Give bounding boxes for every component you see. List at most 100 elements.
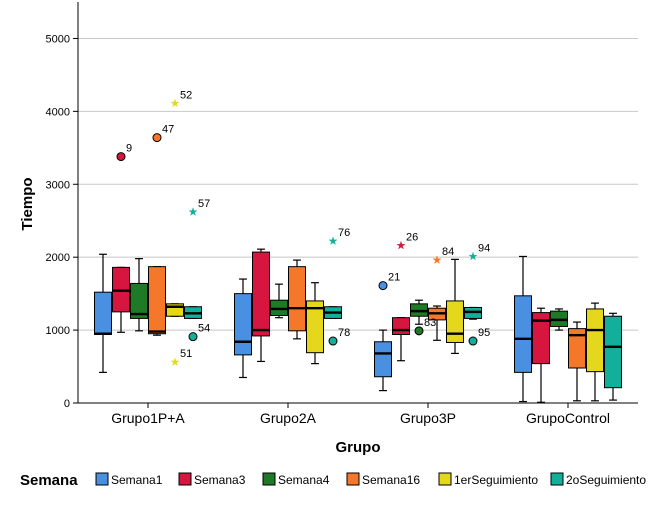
box-2oSeguimiento-Grupo2A: [324, 306, 342, 320]
legend-swatch: [438, 472, 452, 486]
box-iqr: [568, 328, 586, 369]
outlier-78: 78: [328, 327, 350, 346]
box-iqr: [94, 291, 112, 335]
box-1erSeguimiento-GrupoControl: [586, 302, 604, 402]
box-Semana1-Grupo3P: [374, 329, 392, 392]
box-iqr: [234, 293, 252, 356]
box-2oSeguimiento-GrupoControl: [604, 312, 622, 401]
legend-item-2oSeguimiento: 2oSeguimiento: [550, 472, 646, 487]
legend-swatch: [178, 472, 192, 486]
y-tick-label: 4000: [46, 106, 70, 118]
outlier-9: 9: [116, 143, 132, 162]
box-iqr: [514, 295, 532, 373]
box-Semana16-Grupo2A: [288, 259, 306, 340]
box-Semana16-Grupo3P: [428, 305, 446, 341]
outlier-circle-marker: [188, 332, 198, 342]
box-Semana1-GrupoControl: [514, 255, 532, 403]
box-Semana4-Grupo1P+A: [130, 258, 148, 332]
outlier-label: 26: [406, 232, 418, 244]
outlier-label: 57: [198, 198, 210, 210]
legend: Semana Semana1 Semana3 Semana4 Semana16 1erS…: [20, 472, 646, 489]
box-Semana3-Grupo3P: [392, 317, 410, 362]
outlier-star-marker: [328, 236, 338, 246]
box-iqr: [586, 308, 604, 373]
box-Semana16-Grupo1P+A: [148, 266, 166, 336]
outlier-54: 54: [188, 323, 210, 342]
outlier-83: 83: [414, 317, 436, 336]
legend-swatch: [262, 472, 276, 486]
box-1erSeguimiento-Grupo3P: [446, 258, 464, 355]
box-groups: [94, 248, 622, 403]
box-2oSeguimiento-Grupo1P+A: [184, 306, 202, 320]
outlier-star-marker: [432, 255, 442, 265]
outlier-star-marker: [468, 251, 478, 261]
outlier-label: 78: [338, 327, 350, 339]
box-Semana4-GrupoControl: [550, 308, 568, 331]
legend-item-Semana1: Semana1: [95, 472, 163, 487]
legend-label: 2oSeguimiento: [566, 473, 646, 487]
x-tick-label: Grupo2A: [260, 410, 317, 426]
box-2oSeguimiento-Grupo3P: [464, 306, 482, 320]
box-Semana3-Grupo2A: [252, 248, 270, 363]
outlier-label: 76: [338, 227, 350, 239]
outlier-76: 76: [328, 227, 350, 246]
outlier-47: 47: [152, 124, 174, 143]
outlier-circle-marker: [414, 326, 424, 336]
legend-item-Semana3: Semana3: [178, 472, 246, 487]
legend-item-Semana4: Semana4: [262, 472, 330, 487]
outlier-label: 83: [424, 317, 436, 329]
box-1erSeguimiento-Grupo2A: [306, 282, 324, 365]
legend-label: Semana3: [194, 473, 246, 487]
x-tick-label: Grupo3P: [400, 410, 456, 426]
outlier-label: 95: [478, 327, 490, 339]
legend-label: Semana4: [278, 473, 330, 487]
legend-label: Semana16: [362, 473, 420, 487]
box-Semana3-Grupo1P+A: [112, 266, 130, 333]
legend-label: Semana1: [111, 473, 163, 487]
outlier-star-marker: [170, 98, 180, 108]
y-tick-label: 1000: [46, 325, 70, 337]
outlier-points: 9 47 52 51 57 54 76 78 21 26 83 84 94 95: [116, 89, 490, 367]
x-tick-label: GrupoControl: [526, 410, 610, 426]
box-iqr: [288, 266, 306, 332]
legend-swatch: [550, 472, 564, 486]
outlier-label: 47: [162, 124, 174, 136]
outlier-label: 21: [388, 272, 400, 284]
box-iqr: [148, 266, 166, 335]
outlier-94: 94: [468, 242, 490, 261]
outlier-circle-marker: [328, 336, 338, 346]
box-Semana3-GrupoControl: [532, 307, 550, 403]
box-iqr: [306, 300, 324, 354]
box-Semana1-Grupo1P+A: [94, 253, 112, 373]
box-iqr: [392, 317, 410, 335]
legend-title: Semana: [20, 472, 78, 489]
box-iqr: [532, 312, 550, 365]
box-iqr: [446, 300, 464, 343]
legend-item-Semana16: Semana16: [346, 472, 420, 487]
box-Semana16-GrupoControl: [568, 321, 586, 402]
legend-item-1erSeguimiento: 1erSeguimiento: [438, 472, 538, 487]
outlier-52: 52: [170, 89, 192, 108]
outlier-label: 52: [180, 89, 192, 101]
outlier-star-marker: [396, 240, 406, 250]
x-axis: Grupo1P+A Grupo2A Grupo3P GrupoControl: [78, 402, 638, 426]
y-tick-label: 3000: [46, 179, 70, 191]
outlier-circle-marker: [378, 281, 388, 291]
outlier-21: 21: [378, 272, 400, 291]
box-Semana4-Grupo2A: [270, 283, 288, 319]
outlier-51: 51: [170, 348, 192, 367]
legend-swatch: [95, 472, 109, 486]
outlier-label: 51: [180, 348, 192, 360]
outlier-circle-marker: [468, 336, 478, 346]
box-iqr: [252, 251, 270, 337]
box-Semana1-Grupo2A: [234, 278, 252, 379]
y-axis: 0 1000 2000 3000 4000 5000: [46, 2, 79, 410]
box-iqr: [604, 315, 622, 389]
outlier-84: 84: [432, 246, 454, 265]
outlier-57: 57: [188, 198, 210, 216]
box-iqr: [374, 341, 392, 378]
outlier-star-marker: [188, 207, 198, 216]
y-tick-label: 2000: [46, 252, 70, 264]
box-iqr: [130, 282, 148, 319]
legend-swatch: [346, 472, 360, 486]
